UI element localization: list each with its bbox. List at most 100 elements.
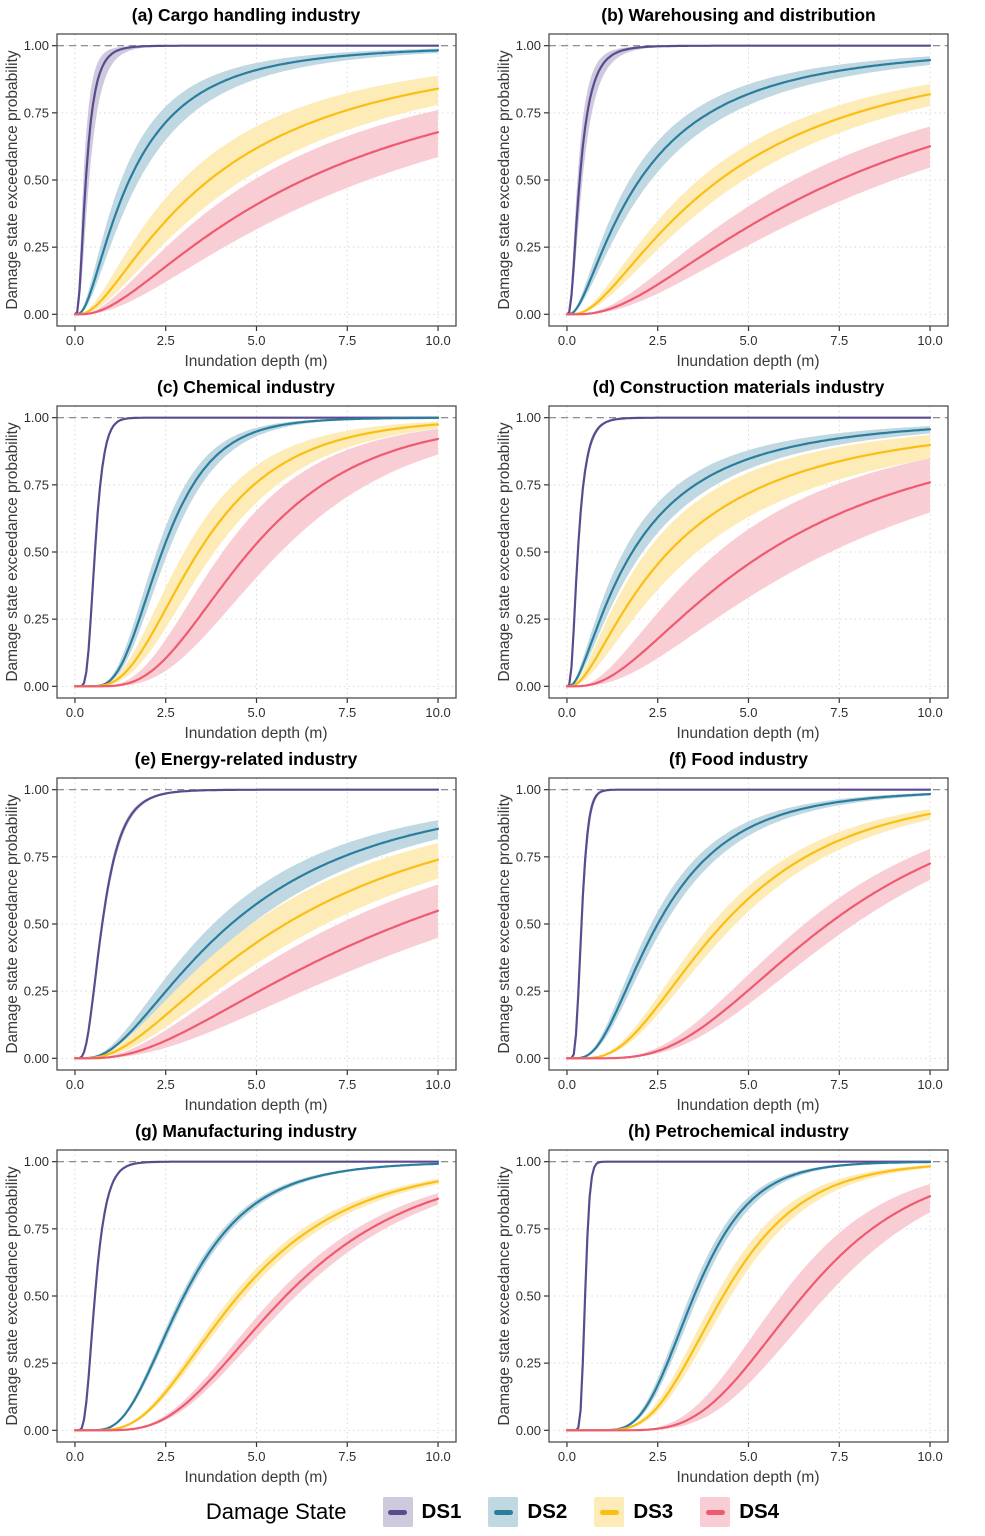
curve-ds4 [73, 1197, 440, 1432]
band-ds3 [75, 843, 438, 1059]
curve-ds1 [565, 1160, 932, 1432]
band-ds2 [75, 820, 438, 1059]
y-tick-label: 1.00 [24, 782, 49, 797]
curve-ds3 [73, 1180, 440, 1432]
curve-ds3 [73, 858, 440, 1060]
panel-title-a: (a) Cargo handling industry [131, 5, 361, 25]
curve-ds2 [565, 1160, 932, 1432]
curve-ds2 [73, 827, 440, 1060]
legend-key-ds4-swatch [700, 1497, 731, 1527]
y-tick-label: 0.50 [24, 173, 49, 188]
y-tick-label: 1.00 [516, 38, 541, 53]
x-tick-label: 0.0 [66, 705, 84, 720]
curves-area [565, 788, 932, 1060]
x-tick-label: 7.5 [830, 705, 848, 720]
panel-border [56, 33, 457, 327]
y-tick-label: 0.00 [516, 1423, 541, 1438]
band-ds4 [567, 848, 930, 1059]
legend-label-ds1: DS1 [421, 1500, 462, 1523]
legend-label-ds3: DS3 [633, 1500, 674, 1523]
band-ds3 [567, 83, 930, 315]
panel-border [56, 777, 457, 1071]
y-tick-label: 0.00 [24, 1423, 49, 1438]
curve-ds2 [73, 1162, 440, 1432]
legend-key-ds1-swatch [382, 1497, 413, 1527]
y-tick-label: 0.75 [516, 1221, 541, 1236]
curve-ds1 [73, 1160, 440, 1432]
y-tick-label: 0.25 [24, 240, 49, 255]
x-tick-label: 5.0 [247, 1077, 265, 1092]
x-tick-label: 0.0 [66, 1449, 84, 1464]
x-axis-label: Inundation depth (m) [184, 1469, 327, 1486]
ds2-line-icon [493, 1509, 513, 1515]
band-ds4 [75, 884, 438, 1059]
plot-h-petrochemical: Inundation depth (m) Damage state exceed… [496, 1149, 949, 1486]
y-tick-label: 0.75 [516, 477, 541, 492]
curve-ds2 [565, 59, 932, 316]
x-tick-label: 0.0 [558, 1449, 576, 1464]
y-tick-label: 0.75 [516, 105, 541, 120]
curves-area [565, 1160, 932, 1432]
curve-ds2 [565, 793, 932, 1060]
plot-g-manufacturing: Inundation depth (m) Damage state exceed… [4, 1149, 457, 1486]
x-tick-label: 7.5 [830, 1077, 848, 1092]
x-tick-label: 2.5 [157, 1077, 175, 1092]
plot-b-warehousing-distribution: Inundation depth (m) Damage state exceed… [496, 33, 949, 370]
curve-ds4 [565, 145, 932, 316]
ds1-line-icon [388, 1509, 408, 1515]
y-tick-label: 0.00 [516, 679, 541, 694]
legend-entry-ds3: DS3 [594, 1497, 673, 1527]
plot-c-chemical: Inundation depth (m) Damage state exceed… [4, 405, 457, 742]
curves-area [565, 44, 932, 316]
y-tick-label: 0.25 [516, 1356, 541, 1371]
panel-title-g: (g) Manufacturing industry [135, 1121, 357, 1141]
y-tick-label: 0.25 [516, 612, 541, 627]
x-tick-label: 10.0 [425, 1077, 450, 1092]
y-tick-label: 0.00 [24, 679, 49, 694]
y-tick-label: 0.50 [24, 545, 49, 560]
y-tick-label: 1.00 [24, 1154, 49, 1169]
y-tick-label: 0.00 [516, 307, 541, 322]
curve-ds4 [565, 481, 932, 688]
y-tick-label: 0.75 [24, 1221, 49, 1236]
curve-ds2 [73, 49, 440, 316]
x-tick-label: 10.0 [917, 1449, 942, 1464]
legend-entry-ds1: DS1 [382, 1497, 462, 1527]
curve-ds3 [565, 812, 932, 1060]
y-tick-label: 0.75 [24, 105, 49, 120]
panel-title-f: (f) Food industry [668, 749, 808, 769]
x-tick-label: 7.5 [830, 333, 848, 348]
y-tick-label: 1.00 [24, 38, 49, 53]
y-axis-label: Damage state exceedance probability [496, 422, 513, 682]
y-tick-label: 0.25 [24, 612, 49, 627]
y-tick-label: 0.00 [516, 1051, 541, 1066]
curve-ds3 [73, 423, 440, 688]
y-tick-label: 0.25 [516, 984, 541, 999]
curve-ds3 [565, 443, 932, 688]
y-tick-label: 0.50 [516, 917, 541, 932]
x-tick-label: 10.0 [425, 705, 450, 720]
panel-border [56, 1149, 457, 1443]
plot-a-cargo-handling: Inundation depth (m) Damage state exceed… [4, 33, 457, 370]
band-ds3 [75, 421, 438, 687]
legend-label-ds4: DS4 [739, 1500, 780, 1523]
x-tick-label: 7.5 [338, 1077, 356, 1092]
y-tick-label: 1.00 [516, 410, 541, 425]
band-ds4 [75, 1193, 438, 1431]
panel-border [548, 1149, 949, 1443]
panel-a-cargo-handling: (a) Cargo handling industry Inundation d… [0, 0, 492, 372]
y-tick-label: 0.25 [516, 240, 541, 255]
panel-title-h: (h) Petrochemical industry [628, 1121, 849, 1141]
legend-key-ds3-swatch [594, 1497, 625, 1527]
y-tick-label: 0.50 [24, 917, 49, 932]
curve-ds3 [565, 1165, 932, 1432]
x-axis-label: Inundation depth (m) [184, 725, 327, 742]
panel-d-construction-materials: (d) Construction materials industry Inun… [492, 372, 985, 744]
x-tick-label: 10.0 [425, 1449, 450, 1464]
x-tick-label: 5.0 [739, 1077, 757, 1092]
curve-ds4 [73, 909, 440, 1060]
x-tick-label: 5.0 [247, 1449, 265, 1464]
plot-e-energy-related: Inundation depth (m) Damage state exceed… [4, 777, 457, 1114]
x-tick-label: 2.5 [157, 705, 175, 720]
band-ds2 [567, 426, 930, 687]
